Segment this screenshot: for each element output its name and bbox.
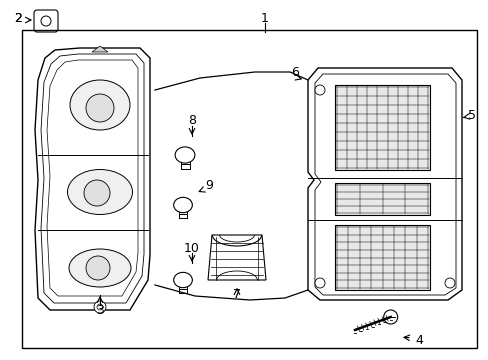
Ellipse shape [173,197,192,213]
Circle shape [94,301,106,313]
Polygon shape [92,46,108,52]
Text: 2: 2 [14,12,22,24]
Ellipse shape [67,170,132,215]
Text: 7: 7 [232,288,241,302]
Circle shape [314,278,325,288]
Text: 9: 9 [204,179,212,192]
Polygon shape [307,68,461,300]
Ellipse shape [70,80,130,130]
Bar [22,30,476,348]
Bar [334,183,429,215]
Ellipse shape [69,249,131,287]
Polygon shape [35,48,150,310]
Circle shape [86,256,110,280]
Bar [334,225,429,290]
Text: 10: 10 [183,242,200,255]
Circle shape [84,180,110,206]
Text: 8: 8 [187,113,196,126]
Text: 6: 6 [290,66,298,78]
Text: 5: 5 [467,108,475,122]
Bar [334,85,429,170]
Circle shape [444,278,454,288]
Bar [334,225,429,290]
Circle shape [314,85,325,95]
Ellipse shape [173,273,192,288]
Text: 1: 1 [261,12,268,24]
Text: 2: 2 [14,12,22,24]
Polygon shape [207,235,265,280]
Text: 3: 3 [96,303,104,316]
Text: 4: 4 [414,333,422,346]
Ellipse shape [175,147,195,163]
Circle shape [86,94,114,122]
Bar [334,85,429,170]
Bar [334,183,429,215]
Circle shape [383,310,397,324]
